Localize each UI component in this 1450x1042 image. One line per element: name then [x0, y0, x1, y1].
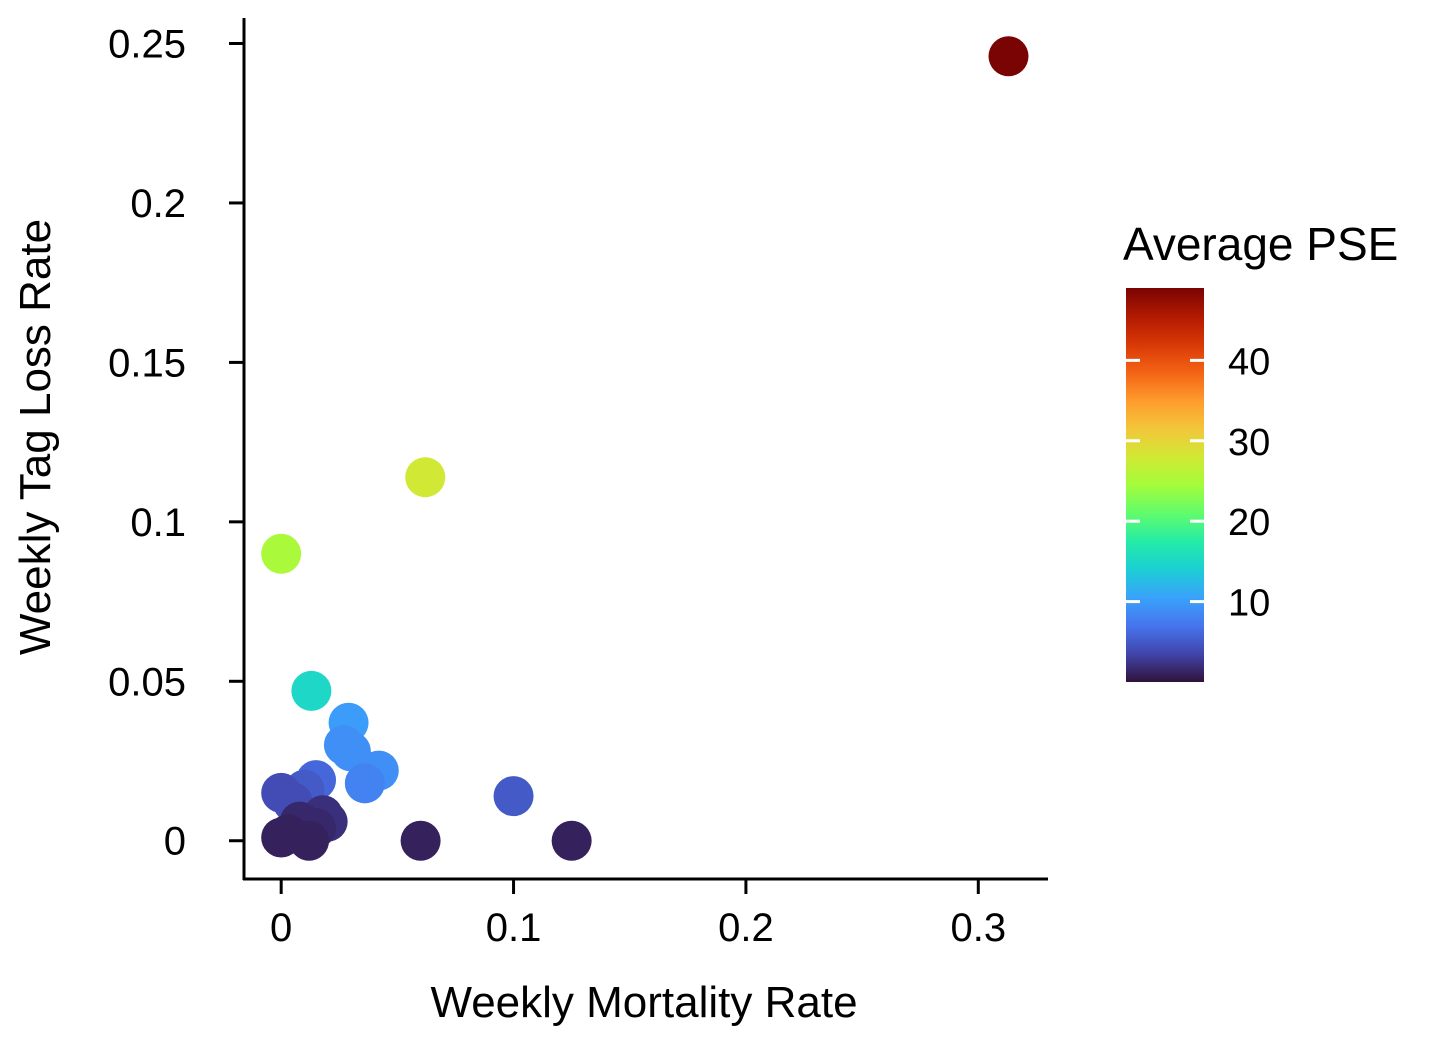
data-point — [344, 763, 385, 804]
color-legend: Average PSE 10 20 30 40 — [1123, 218, 1398, 682]
x-axis-title: Weekly Mortality Rate — [430, 978, 857, 1027]
y-tick-label: 0.15 — [108, 341, 186, 385]
data-point — [988, 36, 1029, 77]
x-tick-label: 0 — [270, 906, 292, 950]
data-points — [261, 36, 1029, 861]
y-tick-label: 0.2 — [130, 182, 186, 226]
x-axis-ticks: 0 0.1 0.2 0.3 — [270, 879, 1006, 950]
colorbar-tick-label: 40 — [1228, 341, 1270, 383]
x-tick-label: 0.1 — [486, 906, 542, 950]
x-tick-label: 0.2 — [718, 906, 774, 950]
colorbar-tick-label: 10 — [1228, 583, 1270, 625]
colorbar-tick-label: 30 — [1228, 422, 1270, 464]
data-point — [400, 820, 441, 861]
y-tick-label: 0.05 — [108, 660, 186, 704]
colorbar-tick-label: 20 — [1228, 502, 1270, 544]
data-point — [289, 820, 330, 861]
y-axis-ticks: 0 0.05 0.1 0.15 0.2 0.25 — [108, 23, 244, 864]
colorbar-ticks: 10 20 30 40 — [1126, 341, 1270, 625]
plot-area: 0 0.05 0.1 0.15 0.2 0.25 0 0.1 0.2 0.3 — [108, 18, 1048, 950]
y-tick-label: 0.1 — [130, 501, 186, 545]
data-point — [551, 820, 592, 861]
y-axis-title: Weekly Tag Loss Rate — [11, 219, 60, 655]
data-point — [405, 457, 446, 498]
data-point — [493, 776, 534, 817]
y-tick-label: 0.25 — [108, 23, 186, 67]
x-tick-label: 0.3 — [950, 906, 1006, 950]
data-point — [330, 731, 371, 772]
y-tick-label: 0 — [164, 820, 186, 864]
colorbar — [1126, 288, 1204, 682]
legend-title: Average PSE — [1123, 218, 1398, 270]
data-point — [291, 670, 332, 711]
data-point — [261, 533, 302, 574]
